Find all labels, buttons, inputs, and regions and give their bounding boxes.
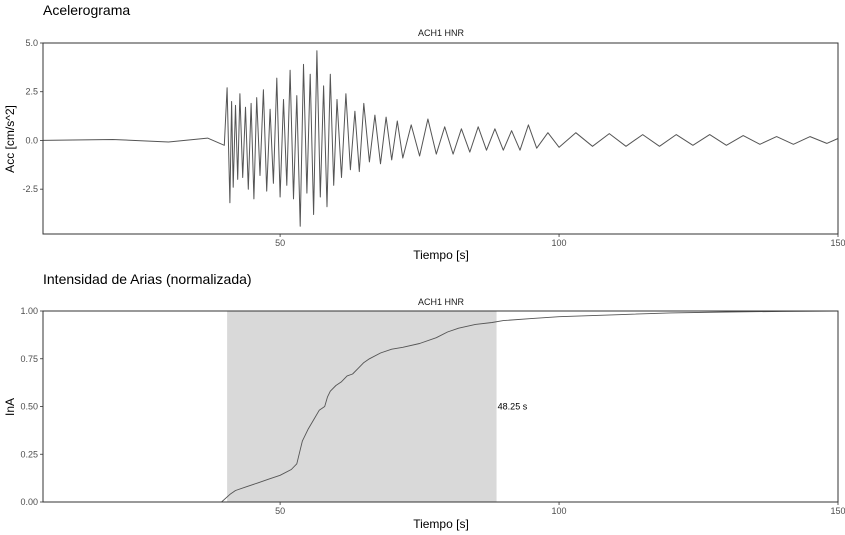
x-tick-label: 150: [830, 506, 845, 516]
y-tick-label: 0.25: [20, 449, 38, 459]
x-tick-label: 100: [552, 238, 567, 248]
arias-intensity-panel: Intensidad de Arias (normalizada) ACH1 H…: [3, 271, 845, 531]
series-line: [43, 310, 839, 503]
y-tick-label: 1.00: [20, 306, 38, 316]
y-tick-label: 0.0: [25, 135, 38, 145]
chart-title: Acelerograma: [43, 2, 130, 18]
y-tick-label: 5.0: [25, 38, 38, 48]
y-axis-title: InA: [3, 398, 17, 416]
x-tick-label: 50: [275, 506, 285, 516]
y-tick-label: 0.75: [20, 354, 38, 364]
y-tick-label: 0.50: [20, 402, 38, 412]
accelerogram-panel: Acelerograma ACH1 HNR 50 100 150 5.0 2.5 0.0 -…: [3, 2, 845, 262]
x-tick-label: 150: [830, 238, 845, 248]
panel-border: [42, 42, 839, 235]
chart-title: Intensidad de Arias (normalizada): [43, 271, 252, 287]
x-tick-label: 100: [552, 506, 567, 516]
series-line: [42, 50, 839, 227]
y-tick-label: 0.00: [20, 497, 38, 507]
x-tick-label: 50: [275, 238, 285, 248]
x-axis-title: Tiempo [s]: [413, 517, 469, 531]
y-tick-label: -2.5: [22, 184, 38, 194]
facet-label: ACH1 HNR: [418, 28, 465, 38]
y-axis-title: Acc [cm/s^2]: [3, 105, 17, 173]
duration-annotation: 48.25 s: [498, 402, 528, 412]
y-tick-label: 2.5: [25, 87, 38, 97]
facet-label: ACH1 HNR: [418, 297, 465, 307]
x-axis-title: Tiempo [s]: [413, 248, 469, 262]
shaded-region: [227, 311, 497, 502]
